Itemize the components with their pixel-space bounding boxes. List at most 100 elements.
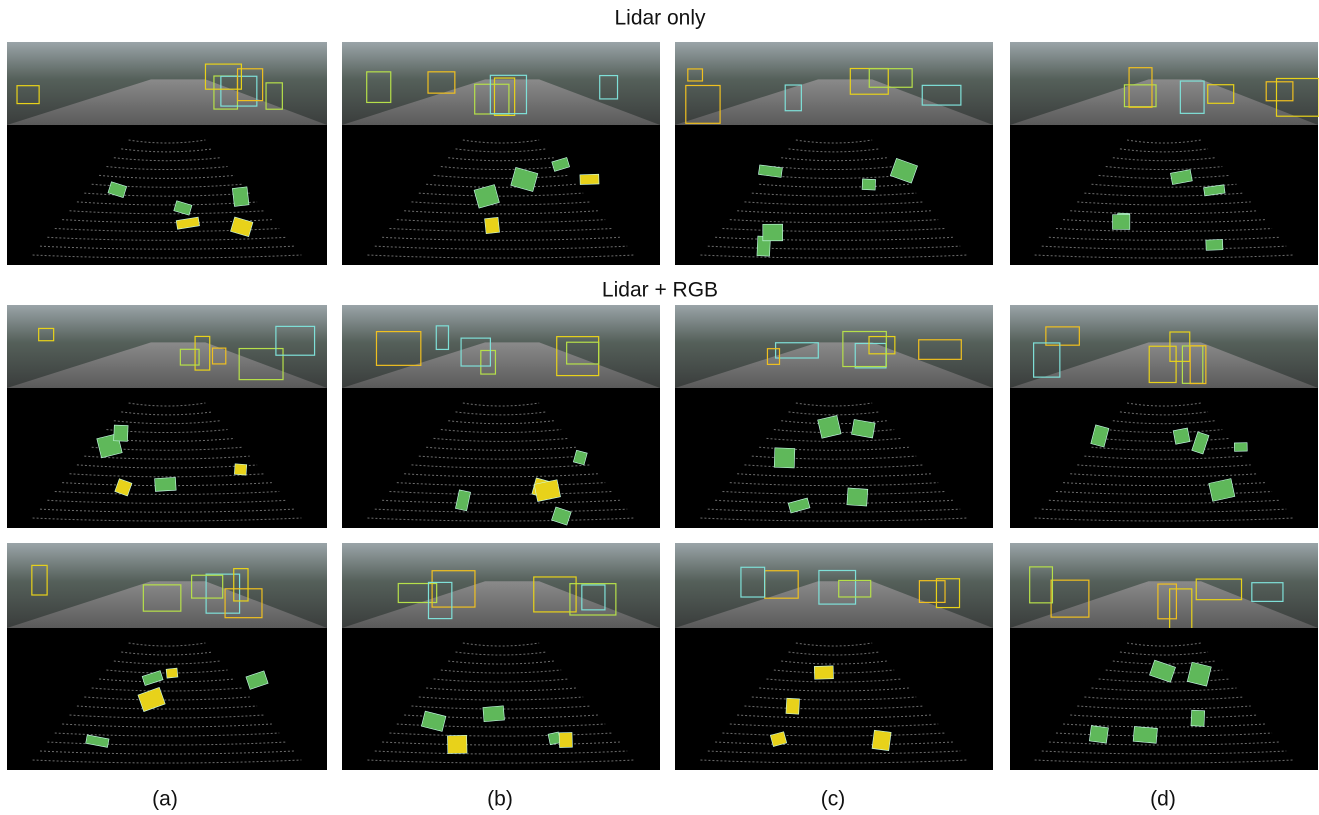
lidar-scan-line	[729, 723, 939, 728]
lidar-detection	[1132, 726, 1158, 744]
lidar-scan-line	[751, 455, 917, 460]
lidar-scan-line	[781, 157, 887, 162]
lidar-scan-line	[113, 420, 221, 425]
lidar-scan-line	[1098, 174, 1230, 179]
lidar-scan-line	[729, 219, 939, 224]
lidar-scan-line	[440, 669, 562, 674]
lidar-view	[7, 388, 327, 528]
lidar-detection	[1234, 442, 1248, 452]
lidar-scan-line	[99, 678, 235, 683]
lidar-scan-line	[433, 174, 569, 179]
lidar-scan-line	[113, 157, 221, 162]
lidar-detection	[1090, 424, 1110, 448]
lidar-scan-line	[707, 508, 961, 513]
lidar-scan-line	[99, 437, 235, 442]
detection-box	[211, 347, 227, 365]
lidar-detection	[473, 184, 500, 209]
lidar-detection	[154, 477, 177, 492]
lidar-scan-line	[759, 687, 909, 692]
lidar-scan-line	[374, 750, 628, 755]
lidar-scan-line	[707, 750, 961, 755]
lidar-scan-line	[1105, 429, 1223, 434]
detection-box	[1045, 326, 1080, 346]
detection-box	[397, 582, 438, 604]
lidar-scan-line	[700, 759, 968, 764]
detection-box	[1265, 81, 1294, 102]
lidar-scan-line	[1048, 499, 1280, 504]
detection-box	[685, 84, 721, 124]
lidar-detection	[137, 687, 166, 712]
lidar-scan-line	[1063, 723, 1265, 728]
lidar-detection	[85, 734, 110, 748]
lidar-view	[1010, 125, 1318, 265]
lidar-scan-line	[759, 183, 909, 188]
lidar-detection	[762, 223, 783, 242]
detection-box	[427, 71, 456, 94]
lidar-scan-line	[1048, 236, 1280, 241]
lidar-scan-line	[455, 651, 547, 656]
lidar-scan-line	[729, 482, 939, 487]
lidar-detection	[547, 731, 562, 746]
lidar-detection	[889, 157, 918, 184]
lidar-scan-line	[700, 254, 968, 259]
detection-box	[1179, 80, 1205, 114]
lidar-scan-line	[448, 420, 554, 425]
road	[7, 342, 327, 388]
lidar-scan-line	[367, 254, 635, 259]
lidar-scan-line	[411, 201, 591, 206]
road	[7, 581, 327, 628]
lidar-view	[675, 125, 993, 265]
lidar-scan-line	[744, 201, 924, 206]
detection-box	[1148, 345, 1177, 384]
lidar-scan-line	[99, 174, 235, 179]
lidar-detection	[861, 178, 876, 191]
lidar-scan-line	[795, 402, 873, 407]
detection-box	[918, 339, 962, 360]
lidar-detection	[1172, 427, 1191, 445]
lidar-detection	[114, 478, 133, 497]
lidar-scan-line	[773, 669, 895, 674]
lidar-detection	[482, 705, 505, 723]
lidar-scan-line	[766, 437, 902, 442]
lidar-view	[7, 628, 327, 770]
detection-box	[921, 84, 962, 106]
detection-box	[918, 580, 946, 603]
lidar-scan-line	[91, 687, 243, 692]
lidar-scan-line	[448, 157, 554, 162]
detection-box	[581, 584, 606, 611]
lidar-detection	[113, 424, 129, 442]
lidar-scan-line	[1119, 411, 1209, 416]
column-label: (a)	[152, 788, 178, 811]
lidar-scan-line	[1034, 254, 1294, 259]
detection-box	[1207, 84, 1235, 104]
lidar-scan-line	[773, 166, 895, 171]
lidar-scan-line	[128, 402, 206, 407]
detection-box	[784, 84, 802, 112]
lidar-scan-line	[1126, 402, 1202, 407]
lidar-scan-line	[418, 455, 584, 460]
lidar-view	[342, 125, 660, 265]
lidar-scan-line	[418, 192, 584, 197]
lidar-scan-line	[1063, 219, 1265, 224]
lidar-detection	[758, 164, 783, 178]
lidar-detection	[1088, 725, 1109, 744]
lidar-scan-line	[1034, 759, 1294, 764]
scene-panel	[7, 305, 327, 528]
lidar-scan-line	[1084, 455, 1244, 460]
lidar-scan-line	[1070, 714, 1258, 719]
lidar-scan-line	[54, 227, 280, 232]
lidar-scan-line	[1126, 139, 1202, 144]
detection-box	[435, 325, 450, 351]
column-label: (c)	[821, 788, 846, 811]
lidar-view	[342, 388, 660, 528]
detection-box	[204, 63, 243, 90]
detection-box	[224, 588, 263, 619]
lidar-scan-line	[788, 411, 880, 416]
lidar-scan-line	[76, 201, 258, 206]
lidar-scan-line	[462, 139, 540, 144]
lidar-scan-line	[69, 210, 265, 215]
lidar-detection	[1191, 431, 1210, 455]
detection-box	[38, 327, 55, 342]
road	[675, 342, 993, 388]
